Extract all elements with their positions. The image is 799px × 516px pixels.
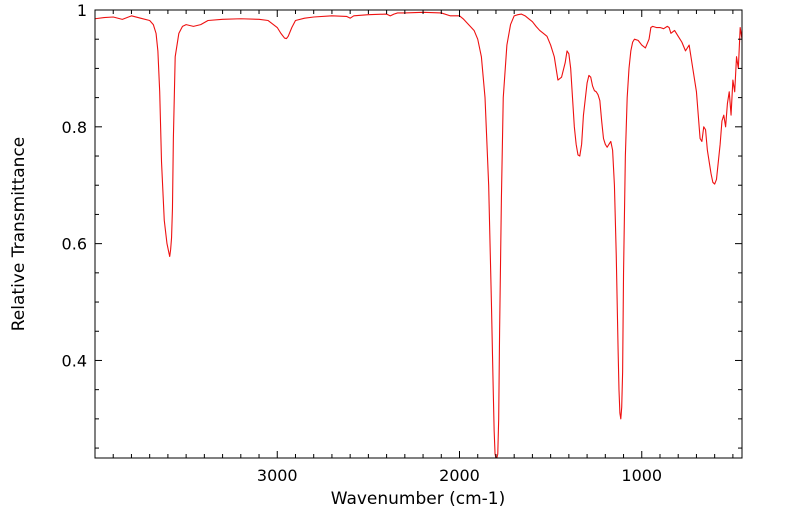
y-axis-label: Relative Transmittance [9, 137, 29, 332]
plot-frame [94, 9, 743, 459]
spectrum-line-0 [95, 11, 742, 458]
x-tick-label: 2000 [439, 466, 480, 485]
y-tick-label: 0.4 [62, 351, 87, 370]
y-tick-label: 0.6 [62, 235, 87, 254]
series-layer [95, 11, 742, 458]
y-tick-label: 0.8 [62, 118, 87, 137]
x-tick-label: 1000 [621, 466, 662, 485]
y-tick-label: 1 [77, 1, 87, 20]
x-tick-label: 3000 [257, 466, 298, 485]
y-axis-ticks: 0.4 0.6 0.8 1 [62, 1, 742, 449]
x-axis-ticks: 3000 2000 1000 [94, 10, 734, 485]
x-axis-label: Wavenumber (cm-1) [331, 489, 506, 509]
